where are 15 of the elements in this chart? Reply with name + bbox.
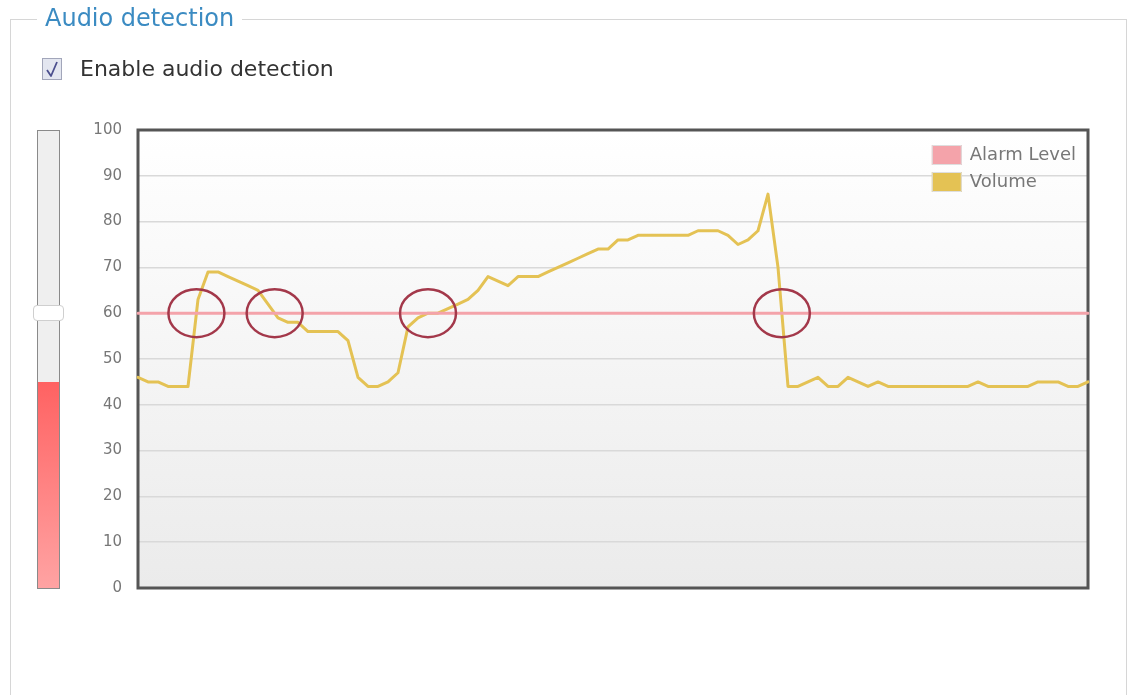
- y-tick-label: 70: [102, 257, 122, 276]
- legend-label: Volume: [969, 169, 1037, 191]
- y-tick-label: 30: [102, 440, 122, 459]
- y-tick-label: 60: [102, 303, 122, 322]
- legend-label: Alarm Level: [969, 142, 1076, 164]
- y-tick-label: 40: [102, 394, 122, 413]
- y-tick-label: 50: [102, 348, 122, 367]
- text: Enable audio detection: [80, 55, 334, 83]
- y-tick-label: 80: [102, 211, 122, 230]
- chart-title: Audio detection: [37, 3, 243, 33]
- y-tick-label: 20: [102, 486, 122, 505]
- y-tick-label: 0: [112, 577, 122, 596]
- y-tick-label: 10: [102, 532, 122, 551]
- y-tick-label: 90: [102, 165, 122, 184]
- y-tick-label: 100: [93, 119, 122, 138]
